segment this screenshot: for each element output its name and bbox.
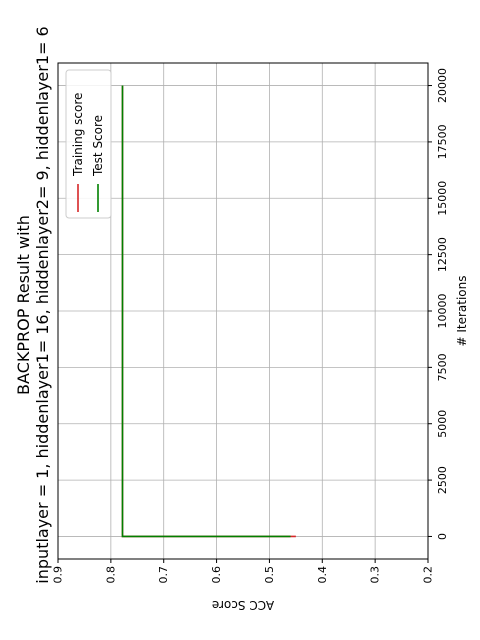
series-line-test xyxy=(121,85,291,538)
y-tick-label: 0.6 xyxy=(210,566,223,584)
y-tick-label: 0.3 xyxy=(369,566,382,584)
y-tick-label: 0.8 xyxy=(104,566,117,584)
series-lines xyxy=(121,85,296,538)
legend: Training score Test Score xyxy=(65,69,112,219)
grid-lines xyxy=(57,63,429,559)
y-tick-label: 0.7 xyxy=(157,566,170,584)
y-axis-ticks: 0.2 0.3 0.4 0.5 0.6 0.7 0.8 0.9 xyxy=(52,559,435,584)
y-tick-label: 0.4 xyxy=(316,566,329,584)
x-axis-label: # Iterations xyxy=(455,275,469,346)
y-axis-label: ACC Score xyxy=(212,598,274,612)
x-axis-ticks: 0 2500 5000 7500 10000 12500 15000 17500 20000 xyxy=(428,68,449,540)
legend-label: Test Score xyxy=(91,115,105,177)
x-tick-label: 5000 xyxy=(436,410,449,438)
chart-title-line-1: BACKPROP Result with xyxy=(14,215,33,395)
y-tick-label: 0.9 xyxy=(52,566,65,584)
x-tick-label: 10000 xyxy=(436,294,449,329)
x-tick-label: 17500 xyxy=(436,124,449,159)
y-tick-label: 0.5 xyxy=(263,566,276,584)
chart-title-line-2: inputlayer = 1, hiddenlayer1= 16, hidden… xyxy=(33,26,52,583)
x-tick-label: 15000 xyxy=(436,181,449,216)
legend-box xyxy=(65,69,112,219)
legend-label: Training score xyxy=(71,93,85,177)
y-tick-label: 0.2 xyxy=(422,566,435,584)
x-tick-label: 2500 xyxy=(436,466,449,494)
x-tick-label: 7500 xyxy=(436,353,449,381)
x-tick-label: 20000 xyxy=(436,68,449,103)
x-tick-label: 0 xyxy=(436,533,449,540)
x-tick-label: 12500 xyxy=(436,237,449,272)
